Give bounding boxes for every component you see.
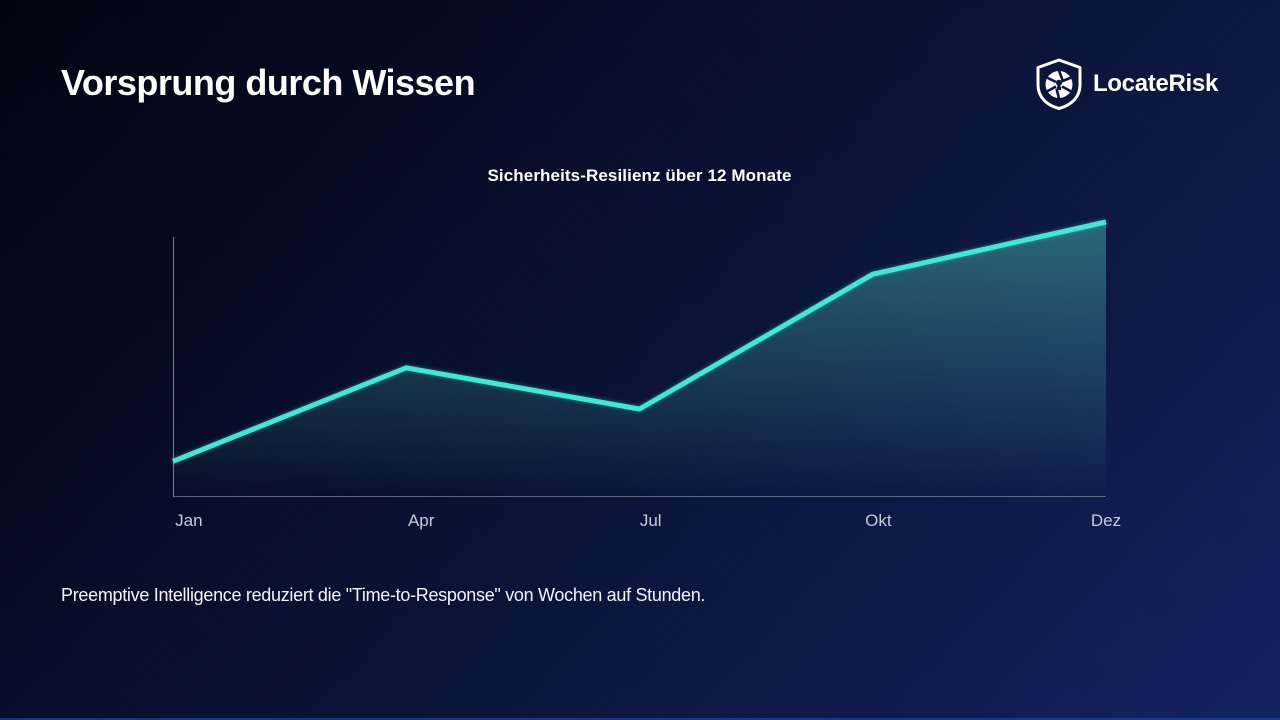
chart-title: Sicherheits-Resilienz über 12 Monate [487, 166, 792, 185]
x-tick-okt: Okt [865, 511, 892, 530]
x-tick-apr: Apr [407, 511, 435, 530]
x-tick-jul: Jul [639, 511, 662, 530]
x-tick-jan: Jan [175, 511, 203, 530]
footer-note: Preemptive Intelligence reduziert die "T… [61, 585, 706, 605]
brand-logo: LocateRisk [1035, 58, 1218, 110]
brand-name: LocateRisk [1092, 70, 1218, 97]
chart-area-fill [173, 222, 1106, 497]
shield-aperture-keyhole-icon [1036, 58, 1082, 110]
resilience-chart-svg [172, 219, 1107, 497]
bottom-accent-bar [0, 718, 1280, 720]
x-tick-dez: Dez [1090, 511, 1122, 530]
page-title: Vorsprung durch Wissen [61, 62, 476, 103]
x-axis-tick-labels: Jan Apr Jul Okt Dez [173, 511, 1121, 535]
chart-line [172, 219, 1107, 464]
